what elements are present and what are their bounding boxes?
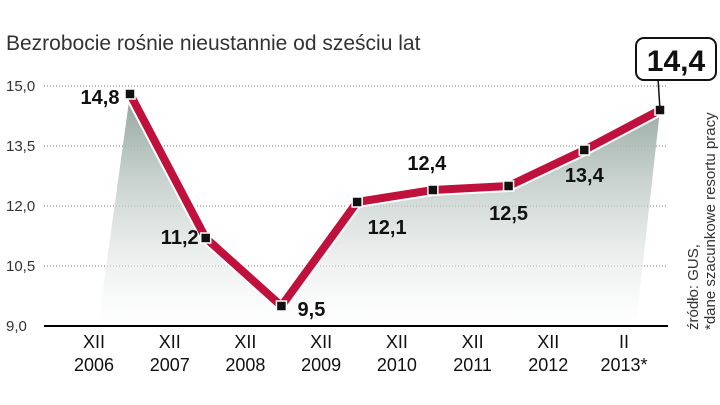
area-fill (98, 94, 660, 326)
data-point (275, 300, 288, 312)
series-line (124, 91, 663, 315)
area-shape (98, 94, 660, 326)
y-tick-label: 10,5 (6, 258, 35, 275)
x-tick-label: 2013* (600, 355, 647, 375)
x-tick-label: XII (234, 332, 256, 352)
x-tick-label: 2012 (528, 355, 568, 375)
highlight-value: 14,4 (647, 45, 706, 78)
x-tick-label: XII (537, 332, 559, 352)
data-point (351, 196, 363, 208)
source-note: źródło: GUS, *dane szacunkowe resortu pra… (685, 112, 719, 330)
source-line: *dane szacunkowe resortu pracy (702, 112, 719, 330)
axes: XII 2006 XII 2007 XII 2008 XII 2009 XII 2010 XII 20… (44, 325, 668, 375)
x-tick-label: XII (386, 332, 408, 352)
data-point (578, 144, 591, 156)
series-line-path (126, 92, 662, 312)
source-text: źródło: GUS, *dane szacunkowe resortu pra… (685, 112, 719, 330)
callout-box (635, 37, 717, 81)
x-tick-label: 2009 (301, 355, 341, 375)
x-tick-label: XII (159, 332, 181, 352)
y-tick-label: 12,0 (6, 198, 35, 215)
y-tick-label: 13,5 (6, 138, 35, 155)
data-label: 12,4 (407, 153, 447, 175)
data-label: 12,1 (368, 217, 407, 239)
y-tick-label: 9,0 (6, 318, 27, 335)
data-point (502, 180, 515, 192)
x-tick-label: 2007 (150, 355, 190, 375)
callout-pointer (657, 77, 661, 111)
x-tick-label: 2008 (225, 355, 265, 375)
data-label: 11,2 (161, 227, 199, 249)
x-tick-label: 2011 (453, 355, 492, 375)
x-tick-label: II (619, 332, 629, 352)
data-label: 13,4 (565, 165, 605, 187)
data-label: 14,8 (81, 87, 120, 109)
data-labels: 14,8 11,2 9,5 12,1 12,4 12,5 13,4 14,4 (81, 37, 717, 321)
y-tick-label: 15,0 (6, 78, 35, 95)
data-point (124, 88, 136, 100)
x-tick-label: XII (83, 332, 105, 352)
data-label: 9,5 (298, 299, 326, 321)
data-point (199, 232, 212, 244)
data-point (427, 184, 439, 196)
chart-title: Bezrobocie rośnie nieustannie od sześciu… (6, 32, 421, 55)
x-tick-label: 2006 (74, 355, 114, 375)
x-tick-label: XII (310, 332, 332, 352)
x-tick-label: 2010 (377, 355, 417, 375)
x-tick-label: XII (462, 332, 484, 352)
data-label: 12,5 (489, 203, 528, 225)
source-line: źródło: GUS, (685, 244, 702, 330)
